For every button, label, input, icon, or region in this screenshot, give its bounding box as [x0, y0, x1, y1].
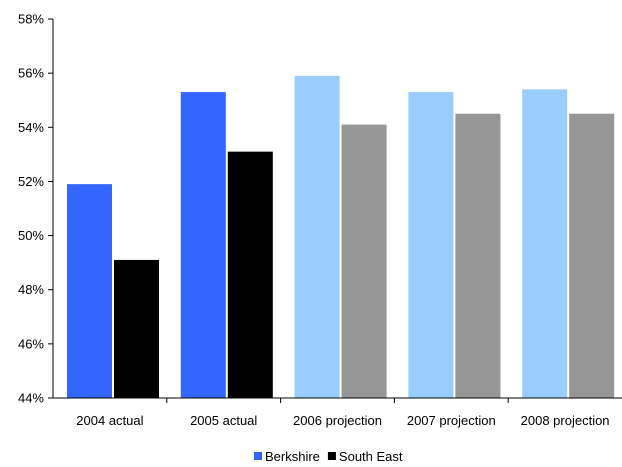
- legend-swatch-south-east: [327, 452, 336, 460]
- bar-berkshire-0: [67, 184, 112, 398]
- legend: Berkshire South East: [254, 449, 403, 464]
- bar-south-east-1: [227, 151, 273, 398]
- y-tick-label: 46%: [18, 336, 44, 351]
- x-tick-label: 2005 actual: [190, 413, 257, 428]
- y-tick-label: 52%: [18, 174, 44, 189]
- bar-berkshire-3: [408, 92, 454, 398]
- x-tick-label: 2006 projection: [293, 413, 382, 428]
- legend-swatch-berkshire: [254, 452, 262, 460]
- y-tick-label: 58%: [18, 12, 44, 27]
- legend-label-berkshire: Berkshire: [265, 449, 320, 464]
- bar-berkshire-1: [180, 92, 226, 398]
- bars: [67, 75, 615, 398]
- bar-south-east-0: [114, 259, 159, 398]
- x-tick-label: 2007 projection: [407, 413, 496, 428]
- y-tick-label: 48%: [18, 282, 44, 297]
- x-tick-label: 2004 actual: [76, 413, 143, 428]
- bar-south-east-2: [341, 124, 387, 398]
- legend-label-south-east: South East: [339, 449, 403, 464]
- y-tick-label: 54%: [18, 120, 44, 135]
- x-tick-label: 2008 projection: [521, 413, 610, 428]
- bar-berkshire-4: [522, 89, 568, 398]
- x-axis: 2004 actual 2005 actual 2006 projection 200…: [53, 397, 622, 428]
- y-tick-label: 56%: [18, 66, 44, 81]
- bar-south-east-3: [455, 113, 501, 398]
- y-tick-label: 50%: [18, 228, 44, 243]
- y-axis: 44% 46% 48% 50% 52% 54% 56% 58%: [18, 12, 54, 406]
- bar-south-east-4: [569, 113, 615, 398]
- bar-berkshire-2: [294, 75, 340, 398]
- y-tick-label: 44%: [18, 391, 44, 406]
